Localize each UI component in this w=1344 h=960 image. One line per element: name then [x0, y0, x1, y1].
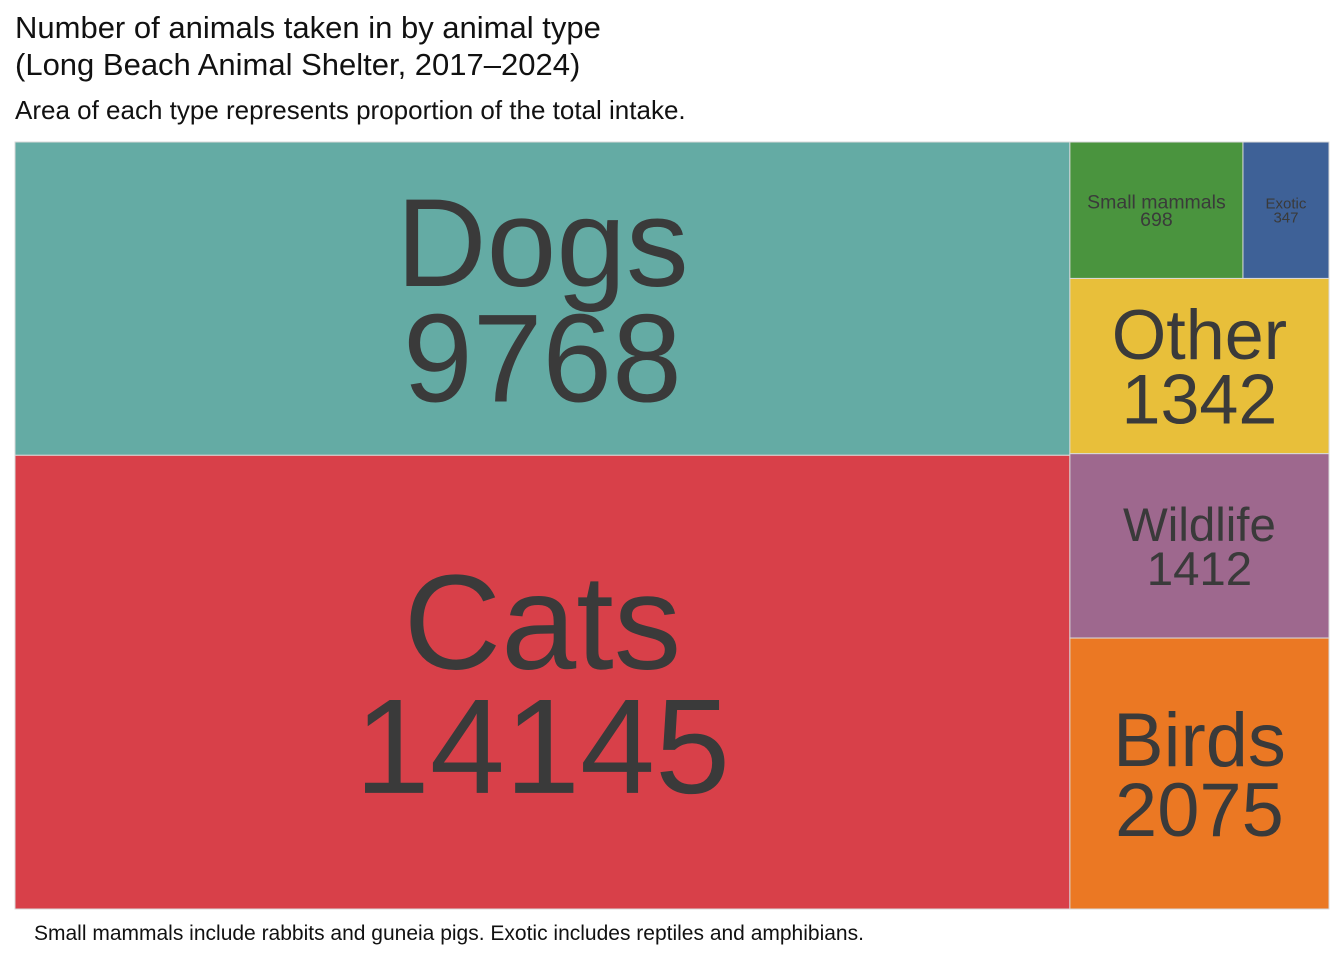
tile-label-exotic: Exotic — [1266, 196, 1307, 213]
tile-value-small-mammals: 698 — [1140, 209, 1173, 231]
chart-caption: Small mammals include rabbits and guneia… — [34, 922, 864, 945]
treemap-rect-other — [1069, 277, 1330, 455]
treemap-rect-cats — [14, 454, 1071, 910]
tile-label-wildlife: Wildlife — [1123, 499, 1276, 552]
treemap-rect-wildlife — [1069, 453, 1330, 639]
tile-label-other: Other — [1112, 296, 1287, 374]
tile-value-wildlife: 1412 — [1147, 543, 1252, 596]
tile-label-cats: Cats — [404, 547, 682, 698]
tile-value-birds: 2075 — [1115, 768, 1284, 853]
chart-subtitle: Area of each type represents proportion … — [15, 95, 686, 125]
chart-title: Number of animals taken in by animal typ… — [15, 10, 601, 82]
treemap-rect-exotic — [1242, 141, 1330, 279]
tile-value-dogs: 9768 — [403, 288, 682, 428]
treemap-rect-birds — [1069, 637, 1330, 910]
tile-label-small-mammals: Small mammals — [1087, 191, 1226, 213]
treemap-rect-dogs — [14, 141, 1071, 456]
tile-label-birds: Birds — [1113, 698, 1286, 783]
tile-value-other: 1342 — [1121, 361, 1277, 439]
tile-value-exotic: 347 — [1273, 210, 1298, 227]
tile-value-cats: 14145 — [355, 671, 730, 822]
tile-label-dogs: Dogs — [396, 173, 689, 313]
